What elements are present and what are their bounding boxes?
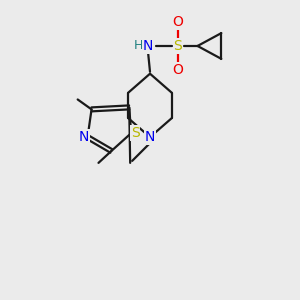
Text: N: N (145, 130, 155, 144)
Text: N: N (143, 39, 153, 53)
Text: S: S (173, 39, 182, 53)
Text: N: N (78, 130, 89, 144)
Text: O: O (172, 63, 183, 77)
Text: S: S (131, 126, 140, 140)
Text: H: H (134, 40, 143, 52)
Text: O: O (172, 15, 183, 29)
